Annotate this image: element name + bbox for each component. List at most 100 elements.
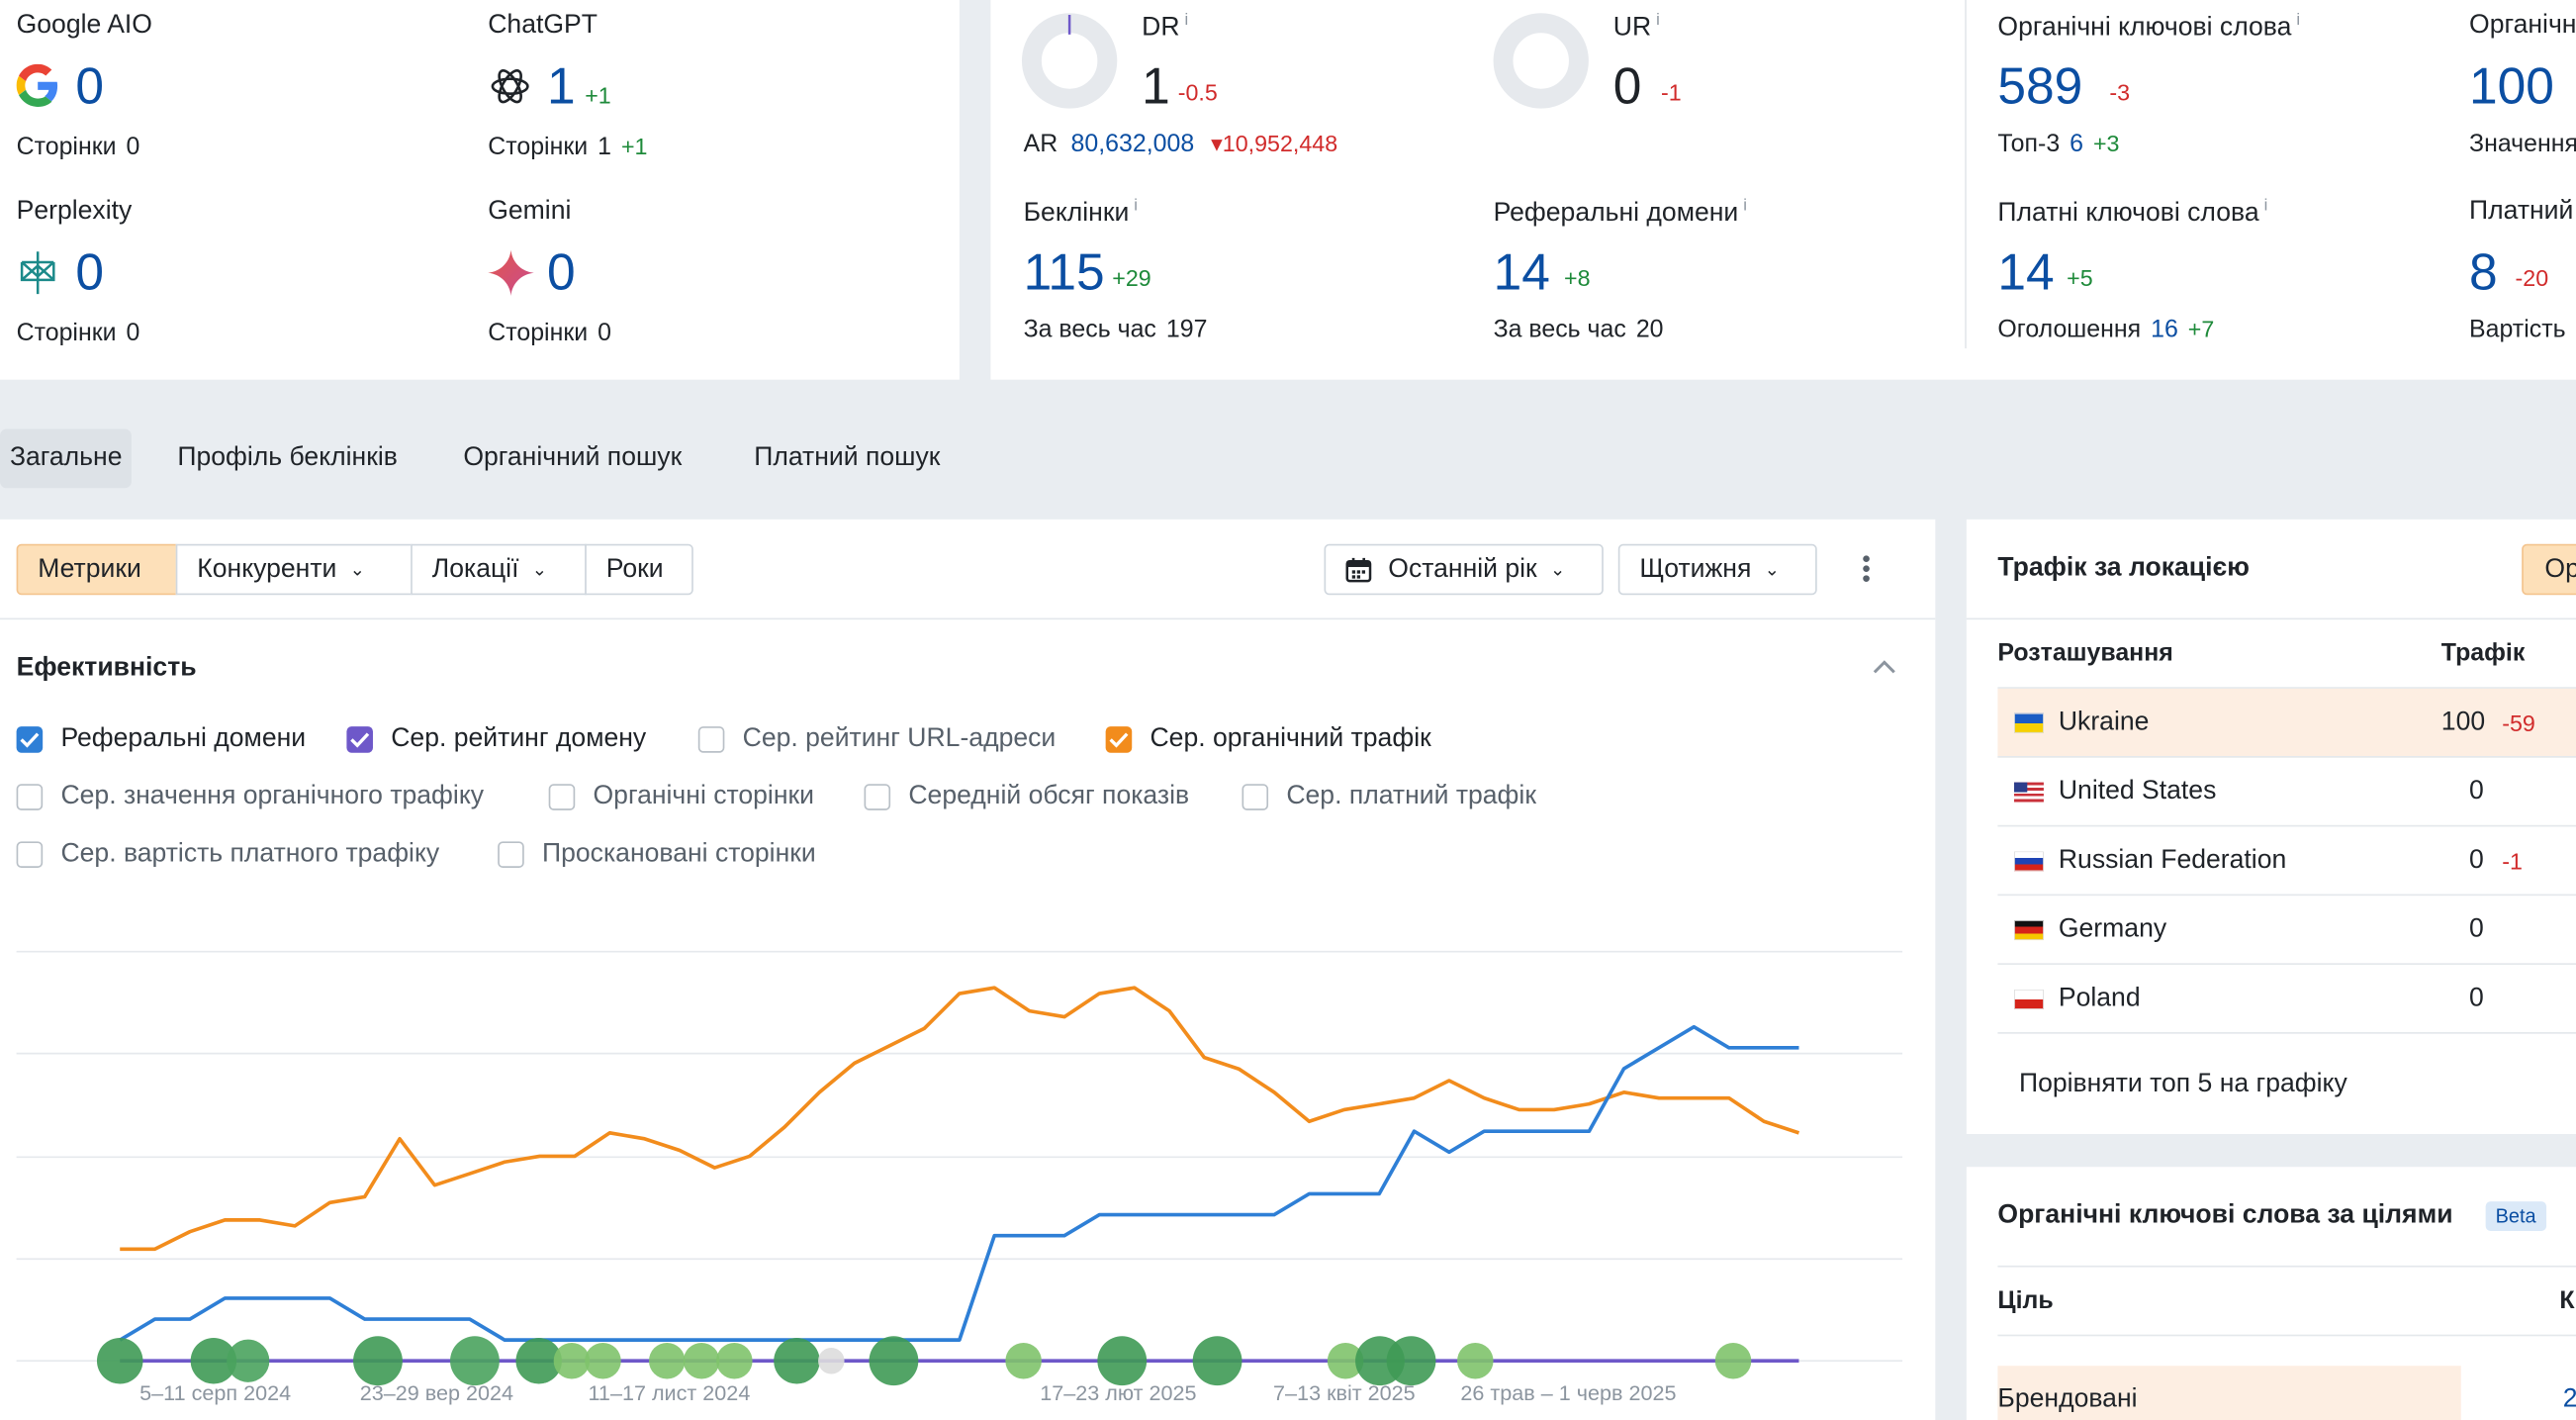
annotation-marker[interactable] <box>450 1336 500 1386</box>
checkbox-box <box>697 726 725 753</box>
flag-icon <box>2014 850 2044 871</box>
metric-checkbox[interactable]: Реферальні домени <box>16 724 307 754</box>
location-country: United States <box>2058 776 2217 805</box>
flag-icon <box>2014 919 2044 940</box>
metric-checkbox[interactable]: Сер. вартість платного трафіку <box>16 840 439 870</box>
organic-kw-value[interactable]: 589 <box>1997 57 2083 116</box>
location-traffic[interactable]: 100 <box>2440 708 2486 736</box>
interval-dropdown[interactable]: Щотижня ⌄ <box>1617 543 1817 596</box>
annotation-marker[interactable] <box>716 1342 753 1379</box>
location-row[interactable]: Poland 0 <box>1997 965 2576 1034</box>
ar-value[interactable]: 80,632,008 <box>1070 130 1195 158</box>
perplexity-value[interactable]: 0 <box>75 242 105 301</box>
location-row[interactable]: Russian Federation 0 -1 <box>1997 826 2576 897</box>
location-row[interactable]: Ukraine 100 -59 <box>1997 688 2576 758</box>
annotation-marker[interactable] <box>818 1347 845 1374</box>
performance-chart <box>16 950 1903 1386</box>
chevron-up-icon[interactable] <box>1872 657 1898 677</box>
metric-checkbox[interactable]: Сер. органічний трафік <box>1105 724 1431 754</box>
backlinks-value[interactable]: 115 <box>1023 242 1105 301</box>
metric-checkbox-label: Середній обсяг показів <box>908 782 1190 810</box>
organic-traffic-sub: Значення <box>2469 130 2576 158</box>
metric-checkbox[interactable]: Проскановані сторінки <box>498 840 816 870</box>
metric-checkbox[interactable]: Сер. значення органічного трафіку <box>16 783 484 812</box>
paid-kw-value[interactable]: 14 <box>1997 242 2055 301</box>
annotation-marker[interactable] <box>585 1342 621 1379</box>
annotation-marker[interactable] <box>553 1342 591 1379</box>
annotation-marker[interactable] <box>353 1336 403 1386</box>
location-country: Ukraine <box>2058 708 2150 736</box>
ur-value[interactable]: 0 <box>1612 57 1642 116</box>
compare-top5-link[interactable]: Порівняти топ 5 на графіку <box>2019 1070 2347 1098</box>
chevron-down-icon: ⌄ <box>531 560 548 581</box>
paid-traffic-delta: -20 <box>2515 264 2549 291</box>
kw-intents-title: Органічні ключові слова за цілями <box>1997 1201 2453 1230</box>
metric-checkbox-label: Реферальні домени <box>60 724 307 753</box>
ref-domains-all-time: За весь час 20 <box>1493 315 1664 344</box>
annotation-marker[interactable] <box>1327 1342 1364 1379</box>
chatgpt-value[interactable]: 1 <box>547 57 576 116</box>
tab-backlink-profile[interactable]: Профіль беклінків <box>177 443 398 472</box>
intent-row-value[interactable]: 2 <box>2563 1385 2576 1415</box>
metric-checkbox-label: Сер. рейтинг URL-адреси <box>742 724 1057 753</box>
segment-competitors[interactable]: Конкуренти ⌄ <box>175 543 413 596</box>
metric-checkbox[interactable]: Середній обсяг показів <box>864 782 1190 812</box>
segment-years[interactable]: Роки <box>585 543 693 596</box>
annotation-marker[interactable] <box>648 1342 686 1379</box>
annotation-marker[interactable] <box>1192 1336 1242 1386</box>
metrics-divider <box>1965 0 1967 349</box>
gemini-icon <box>488 249 534 296</box>
location-row[interactable]: Germany 0 <box>1997 896 2576 965</box>
traffic-filter-button[interactable]: Ор <box>2522 543 2576 596</box>
checkbox-box <box>498 841 524 868</box>
annotation-marker[interactable] <box>1386 1336 1436 1386</box>
x-tick-label: 26 трав – 1 черв 2025 <box>1460 1380 1677 1406</box>
segment-locations[interactable]: Локації ⌄ <box>411 543 587 596</box>
location-traffic[interactable]: 0 <box>2469 845 2484 874</box>
segment-metrics[interactable]: Метрики <box>16 543 178 596</box>
metric-checkbox[interactable]: Сер. платний трафік <box>1242 783 1536 812</box>
ar-delta: ▾10,952,448 <box>1211 130 1338 156</box>
location-traffic[interactable]: 0 <box>2469 914 2484 943</box>
location-delta: -59 <box>2502 709 2535 736</box>
dr-value[interactable]: 1 <box>1142 57 1170 116</box>
series-line <box>119 1024 1799 1342</box>
paid-traffic-sub: Вартість <box>2469 315 2566 344</box>
gemini-value[interactable]: 0 <box>547 242 576 301</box>
perplexity-pages: Сторінки 0 <box>16 319 140 347</box>
annotation-marker[interactable] <box>1714 1342 1752 1379</box>
ar-row: AR 80,632,008 ▾10,952,448 <box>1023 130 1338 158</box>
paid-kw-delta: +5 <box>2067 264 2093 291</box>
metric-checkbox[interactable]: Сер. рейтинг URL-адреси <box>697 724 1057 754</box>
more-vertical-icon[interactable] <box>1858 552 1875 585</box>
annotation-marker[interactable] <box>96 1337 143 1384</box>
annotation-marker[interactable] <box>774 1337 820 1384</box>
checkbox-box <box>16 784 44 810</box>
intent-row-branded[interactable]: Брендовані <box>1997 1366 2461 1420</box>
tab-overview[interactable]: Загальне <box>0 428 133 489</box>
traffic-location-title: Трафік за локацією <box>1997 553 2250 582</box>
period-dropdown[interactable]: Останній рік ⌄ <box>1324 543 1604 596</box>
annotation-marker[interactable] <box>869 1336 919 1386</box>
ref-domains-value[interactable]: 14 <box>1493 242 1550 301</box>
metric-checkbox[interactable]: Органічні сторінки <box>548 783 814 812</box>
annotation-marker[interactable] <box>1457 1342 1494 1379</box>
tab-paid-search[interactable]: Платний пошук <box>754 443 941 472</box>
organic-traffic-value[interactable]: 100 <box>2469 57 2554 116</box>
annotation-marker[interactable] <box>1005 1342 1042 1379</box>
annotation-marker[interactable] <box>1097 1336 1148 1386</box>
annotation-marker[interactable] <box>227 1339 270 1382</box>
metric-checkbox[interactable]: Сер. рейтинг домену <box>346 724 646 754</box>
annotation-marker[interactable] <box>515 1337 562 1384</box>
paid-traffic-value[interactable]: 8 <box>2469 242 2498 301</box>
location-row[interactable]: United States 0 <box>1997 758 2576 827</box>
location-traffic[interactable]: 0 <box>2469 776 2484 805</box>
location-traffic[interactable]: 0 <box>2469 984 2484 1012</box>
google-aio-value[interactable]: 0 <box>75 57 105 116</box>
ur-donut-icon <box>1493 13 1589 109</box>
annotation-marker[interactable] <box>683 1342 720 1379</box>
annotation-marker[interactable] <box>190 1337 237 1384</box>
check-icon <box>346 726 373 753</box>
tab-organic-search[interactable]: Органічний пошук <box>463 443 683 472</box>
paid-kw-ads: Оголошення 16 +7 <box>1997 315 2215 344</box>
